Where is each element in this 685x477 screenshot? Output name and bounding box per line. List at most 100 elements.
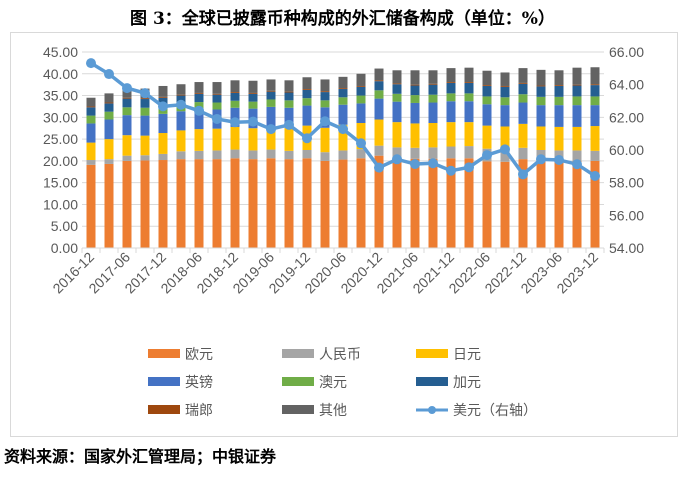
bar-segment: [590, 105, 600, 127]
bar-segment: [590, 67, 600, 85]
legend-swatch: [148, 405, 180, 414]
bar-segment: [518, 83, 528, 95]
usd-point: [500, 144, 510, 155]
bar-segment: [410, 85, 420, 96]
bar-segment: [158, 153, 168, 161]
bar-segment: [140, 98, 150, 100]
usd-point: [140, 88, 150, 99]
bar-segment: [500, 149, 510, 162]
bar-segment: [392, 147, 402, 159]
bar-segment: [356, 95, 366, 104]
bar-segment: [464, 146, 474, 159]
usd-point: [284, 119, 294, 130]
bar-segment: [446, 68, 456, 83]
legend-swatch: [282, 377, 314, 386]
bar-segment: [158, 133, 168, 154]
bar-segment: [554, 85, 564, 86]
bar-segment: [464, 82, 474, 94]
bar-segment: [500, 97, 510, 106]
bar-segment: [446, 146, 456, 159]
bar-segment: [464, 158, 474, 248]
bar-segment: [284, 127, 294, 151]
bar-segment: [356, 158, 366, 248]
bar-segment: [482, 85, 492, 86]
left-tick-label: 10.00: [43, 196, 78, 212]
bar-segment: [590, 160, 600, 248]
bar-segment: [176, 130, 186, 152]
usd-point: [374, 162, 384, 173]
bar-segment: [392, 70, 402, 84]
bar-segment: [536, 105, 546, 127]
bar-segment: [500, 86, 510, 98]
bar-segment: [248, 93, 258, 102]
usd-point: [248, 116, 258, 127]
bar-segment: [104, 103, 114, 112]
usd-point: [446, 165, 456, 176]
usd-point: [176, 99, 186, 110]
bar-segment: [482, 70, 492, 86]
bar-segment: [86, 107, 96, 116]
legend-label: 英镑: [185, 374, 213, 390]
usd-point: [392, 154, 402, 165]
bar-segment: [320, 160, 330, 248]
bar-segment: [266, 106, 276, 127]
bar-segment: [554, 85, 564, 97]
bar-segment: [194, 129, 204, 151]
bar-segment: [122, 135, 132, 156]
bar-segment: [446, 101, 456, 123]
bar-segment: [500, 72, 510, 86]
bar-segment: [104, 119, 114, 140]
bar-segment: [176, 95, 186, 104]
bar-segment: [536, 161, 546, 248]
bar-segment: [374, 119, 384, 146]
bar-segment: [572, 160, 582, 248]
bar-segment: [122, 107, 132, 116]
legend-label: 欧元: [185, 346, 213, 362]
right-tick-label: 54.00: [609, 240, 644, 256]
bar-segment: [230, 100, 240, 108]
bar-segment: [536, 86, 546, 97]
bar-segment: [338, 104, 348, 125]
bar-segment: [158, 160, 168, 248]
bar-segment: [212, 94, 222, 103]
legend-swatch: [148, 377, 180, 386]
bar-segment: [392, 93, 402, 102]
bar-segment: [140, 160, 150, 248]
bar-segment: [518, 68, 528, 83]
usd-point: [428, 158, 438, 169]
bar-segment: [248, 101, 258, 109]
bar-segment: [140, 135, 150, 156]
bar-segment: [410, 95, 420, 103]
bar-segment: [410, 158, 420, 248]
bar-segment: [140, 107, 150, 116]
bar-segment: [176, 111, 186, 131]
left-tick-label: 25.00: [43, 131, 78, 147]
bar-segment: [284, 159, 294, 248]
bar-segment: [374, 98, 384, 120]
bar-segment: [320, 100, 330, 108]
left-tick-label: 0.00: [51, 240, 78, 256]
legend-label: 其他: [319, 402, 347, 418]
bar-segment: [122, 155, 132, 161]
bar-segment: [212, 102, 222, 110]
bar-segment: [554, 105, 564, 127]
bar-segment: [338, 89, 348, 98]
bar-segment: [500, 85, 510, 87]
bar-segment: [104, 111, 114, 120]
bar-segment: [104, 102, 114, 104]
bar-segment: [572, 67, 582, 85]
left-tick-label: 40.00: [43, 66, 78, 82]
bar-segment: [284, 80, 294, 92]
bar-segment: [518, 82, 528, 84]
bar-segment: [122, 160, 132, 248]
bar-segment: [482, 125, 492, 149]
legend-label: 加元: [453, 374, 481, 390]
bar-segment: [302, 150, 312, 159]
bar-segment: [302, 77, 312, 90]
bar-segment: [374, 90, 384, 99]
bar-segment: [194, 93, 204, 103]
legend-swatch: [148, 349, 180, 358]
bar-segment: [320, 92, 330, 101]
bar-segment: [590, 126, 600, 151]
